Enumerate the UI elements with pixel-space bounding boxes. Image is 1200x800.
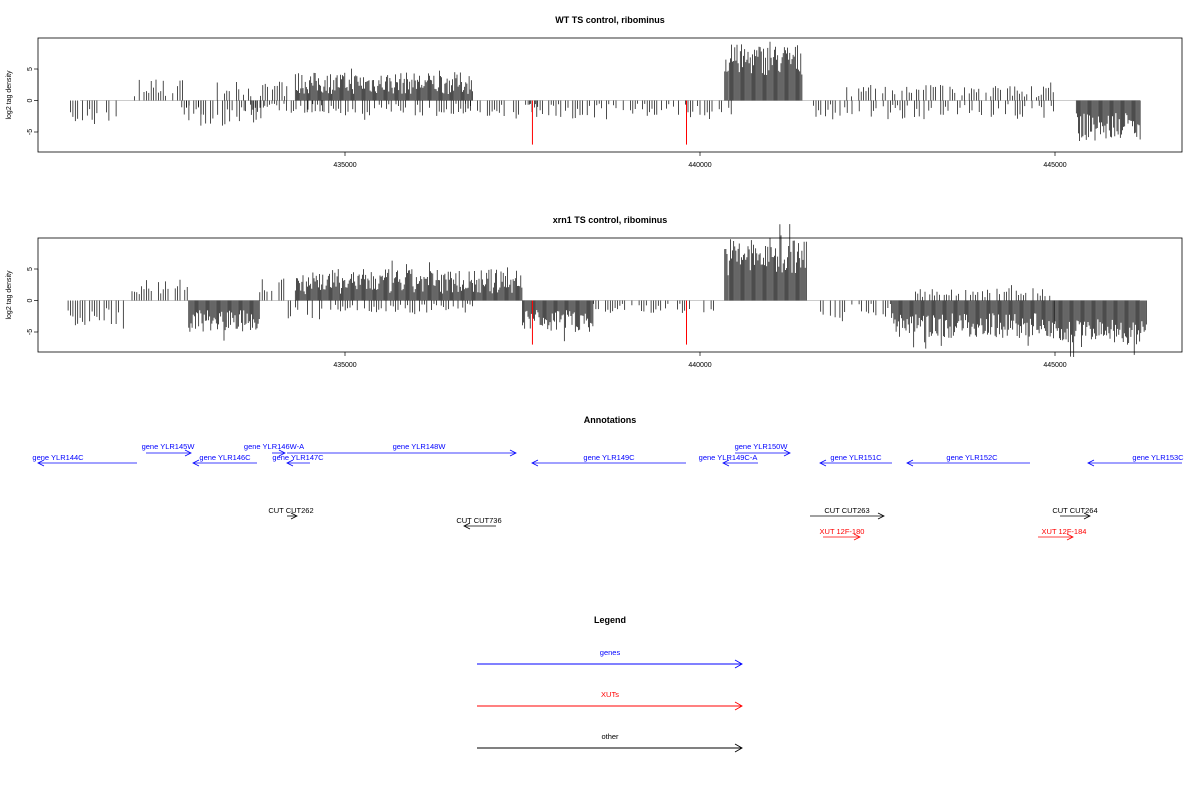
feature-arrowhead xyxy=(286,459,294,467)
feature-label: gene YLR147C xyxy=(272,453,324,462)
wt-axes: 435000 440000 445000 -5 0 5 xyxy=(27,67,1067,169)
feature-label: gene YLR149C-A xyxy=(699,453,758,462)
legend-item-xuts: XUTs xyxy=(477,690,743,711)
y-tick-label: 5 xyxy=(27,267,34,271)
x-tick-label: 440000 xyxy=(688,162,711,169)
annotation-gene: gene YLR148W xyxy=(287,442,517,457)
annotation-gene: gene YLR145W xyxy=(142,442,196,457)
feature-label: gene YLR150W xyxy=(735,442,789,451)
annotations-title: Annotations xyxy=(584,415,637,425)
feature-arrowhead xyxy=(192,459,200,467)
legend-label: genes xyxy=(600,648,621,657)
feature-label: CUT CUT736 xyxy=(456,516,501,525)
annotation-gene: gene YLR149C xyxy=(531,453,686,467)
wt-track-title: WT TS control, ribominus xyxy=(555,15,665,25)
legend-panel: Legend genes XUTs other xyxy=(477,615,743,753)
annotation-xut: XUT 12F-184 xyxy=(1038,527,1087,541)
wt-track-panel: WT TS control, ribominus 435000 440000 445… xyxy=(6,15,1183,169)
feature-label: gene YLR151C xyxy=(830,453,882,462)
xrn1-axes: 435000 440000 445000 -5 0 5 xyxy=(27,267,1067,369)
legend-arrowhead xyxy=(734,743,743,753)
legend-item-other: other xyxy=(477,732,743,753)
feature-label: CUT CUT263 xyxy=(824,506,869,515)
annotation-gene: gene YLR146W-A xyxy=(244,442,304,457)
feature-arrowhead xyxy=(906,459,914,467)
annotation-gene: gene YLR147C xyxy=(272,453,324,467)
feature-label: gene YLR144C xyxy=(32,453,84,462)
annotation-other: CUT CUT262 xyxy=(268,506,314,520)
x-tick-label: 435000 xyxy=(333,362,356,369)
y-tick-label: -5 xyxy=(27,329,34,335)
feature-label: gene YLR149C xyxy=(583,453,635,462)
y-tick-label: 0 xyxy=(27,98,34,102)
feature-label: CUT CUT264 xyxy=(1052,506,1097,515)
x-tick-label: 445000 xyxy=(1043,162,1066,169)
legend-item-genes: genes xyxy=(477,648,743,669)
feature-arrowhead xyxy=(184,449,192,457)
legend-items: genes XUTs other xyxy=(477,648,743,753)
feature-label: gene YLR152C xyxy=(946,453,998,462)
annotation-other: CUT CUT263 xyxy=(810,506,885,520)
annotation-gene: gene YLR144C xyxy=(32,453,137,467)
x-tick-label: 445000 xyxy=(1043,362,1066,369)
x-tick-label: 440000 xyxy=(688,362,711,369)
annotation-other: CUT CUT736 xyxy=(456,516,502,530)
annotation-gene: gene YLR146C xyxy=(192,453,257,467)
feature-arrowhead xyxy=(1087,459,1095,467)
xrn1-track-title: xrn1 TS control, ribominus xyxy=(553,215,668,225)
feature-arrowhead xyxy=(509,449,517,457)
xrn1-y-axis-label: log2 tag density xyxy=(6,270,13,320)
feature-arrowhead xyxy=(877,512,885,520)
feature-label: gene YLR148W xyxy=(393,442,447,451)
feature-label: gene YLR146W-A xyxy=(244,442,304,451)
annotation-gene: gene YLR152C xyxy=(906,453,1030,467)
feature-label: gene YLR145W xyxy=(142,442,196,451)
legend-arrowhead xyxy=(734,701,743,711)
feature-arrowhead xyxy=(37,459,45,467)
feature-label: gene YLR153C xyxy=(1132,453,1184,462)
feature-arrowhead xyxy=(463,522,471,530)
annotation-gene: gene YLR150W xyxy=(735,442,791,457)
y-tick-label: 0 xyxy=(27,298,34,302)
legend-label: XUTs xyxy=(601,690,619,699)
feature-label: CUT CUT262 xyxy=(268,506,313,515)
feature-arrowhead xyxy=(1083,512,1091,520)
xrn1-track-panel: xrn1 TS control, ribominus 435000 440000 4… xyxy=(6,215,1183,369)
feature-arrowhead xyxy=(819,459,827,467)
legend-arrowhead xyxy=(734,659,743,669)
wt-bars xyxy=(70,41,1141,145)
wt-plot-frame xyxy=(37,37,1183,153)
feature-label: XUT 12F-184 xyxy=(1042,527,1087,536)
legend-label: other xyxy=(601,732,619,741)
feature-label: XUT 12F-180 xyxy=(820,527,865,536)
feature-arrowhead xyxy=(783,449,791,457)
wt-y-axis-label: log2 tag density xyxy=(6,70,13,120)
annotation-xut: XUT 12F-180 xyxy=(820,527,865,541)
feature-arrowhead xyxy=(278,449,286,457)
x-tick-label: 435000 xyxy=(333,162,356,169)
feature-arrowhead xyxy=(1066,533,1074,541)
y-tick-label: -5 xyxy=(27,129,34,135)
xrn1-plot-frame xyxy=(37,237,1183,353)
annotation-gene: gene YLR153C xyxy=(1087,453,1184,467)
xrn1-bars xyxy=(67,224,1147,357)
feature-label: gene YLR146C xyxy=(199,453,251,462)
feature-arrowhead xyxy=(853,533,861,541)
y-tick-label: 5 xyxy=(27,67,34,71)
annotation-gene: gene YLR149C-A xyxy=(699,453,758,467)
feature-arrowhead xyxy=(531,459,539,467)
annotation-other: CUT CUT264 xyxy=(1052,506,1098,520)
legend-title: Legend xyxy=(594,615,626,625)
annotation-gene: gene YLR151C xyxy=(819,453,892,467)
feature-arrowhead xyxy=(290,512,298,520)
feature-arrowhead xyxy=(722,459,730,467)
